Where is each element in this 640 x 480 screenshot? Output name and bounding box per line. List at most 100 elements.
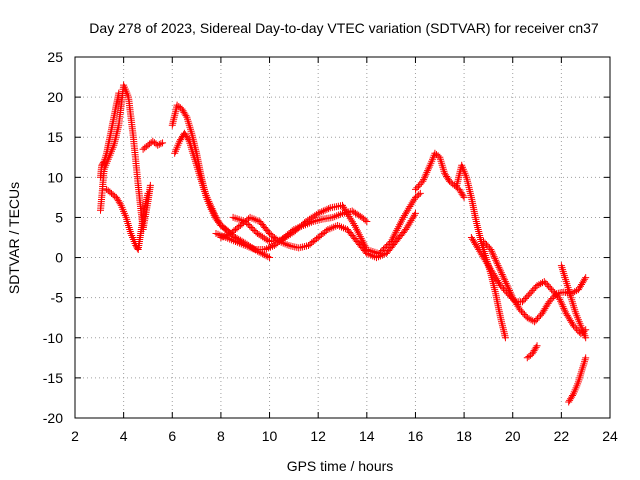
data-point — [532, 316, 540, 324]
data-point — [347, 216, 355, 224]
data-point — [540, 278, 548, 286]
data-point — [460, 193, 468, 201]
data-point — [402, 226, 410, 233]
data-point — [543, 281, 551, 289]
data-point — [459, 192, 467, 200]
data-point — [489, 249, 496, 257]
data-point — [404, 222, 412, 230]
data-point — [411, 209, 419, 217]
data-point — [157, 140, 165, 148]
data-point — [211, 212, 219, 220]
data-point — [363, 217, 371, 225]
data-point — [483, 241, 490, 249]
series-track-m — [480, 238, 590, 326]
data-point — [506, 287, 513, 294]
x-tick-label: 2 — [71, 428, 79, 444]
data-point — [314, 209, 322, 217]
data-point — [264, 253, 272, 261]
data-point — [407, 217, 415, 225]
data-point — [581, 275, 589, 283]
data-point — [530, 285, 538, 293]
data-point — [354, 229, 362, 237]
data-point — [499, 272, 507, 280]
y-tick-label: 15 — [47, 129, 63, 145]
data-point — [412, 185, 419, 193]
series-track-d — [139, 137, 167, 153]
data-point — [405, 204, 413, 212]
data-point — [182, 112, 190, 120]
series-track-j — [412, 149, 468, 201]
data-point — [548, 295, 556, 302]
data-point — [523, 314, 531, 322]
data-point — [520, 311, 528, 318]
x-tick-label: 10 — [262, 428, 278, 444]
data-point — [397, 217, 405, 225]
data-point — [348, 218, 356, 226]
data-point — [316, 209, 324, 217]
data-point — [343, 209, 351, 217]
data-point — [547, 296, 555, 304]
data-point — [582, 354, 590, 362]
x-tick-label: 8 — [217, 428, 225, 444]
series-track-b — [97, 81, 154, 233]
data-point — [266, 254, 274, 262]
data-point — [358, 236, 366, 244]
data-point — [342, 207, 350, 215]
data-point — [383, 242, 391, 250]
data-point — [480, 238, 487, 245]
data-point — [526, 290, 534, 298]
data-point — [489, 251, 497, 259]
data-point — [556, 295, 564, 303]
data-point — [518, 307, 525, 315]
data-point — [222, 225, 230, 233]
data-point — [484, 242, 492, 250]
data-point — [415, 191, 423, 199]
y-tick-label: 25 — [47, 49, 63, 65]
data-point — [497, 282, 505, 290]
y-tick-label: -5 — [51, 290, 64, 306]
data-point — [249, 225, 257, 233]
data-point — [493, 260, 501, 268]
x-tick-label: 16 — [408, 428, 424, 444]
data-point — [399, 213, 407, 221]
data-point — [381, 244, 389, 251]
data-point — [424, 165, 432, 173]
data-point — [492, 256, 500, 264]
data-point — [425, 163, 433, 171]
y-tick-label: -15 — [43, 370, 63, 386]
data-point — [241, 218, 249, 225]
data-point — [408, 215, 416, 223]
data-point — [422, 170, 430, 178]
data-point — [154, 141, 162, 149]
data-point — [325, 205, 333, 213]
data-point — [391, 230, 399, 238]
x-tick-label: 14 — [359, 428, 375, 444]
data-point — [497, 269, 505, 277]
data-point — [345, 212, 353, 220]
data-point — [206, 201, 214, 209]
data-point — [487, 246, 495, 253]
data-point — [403, 224, 411, 232]
data-point — [377, 248, 384, 256]
x-tick-label: 6 — [168, 428, 176, 444]
data-point — [116, 200, 124, 208]
data-point — [532, 343, 540, 351]
series-track-n — [523, 342, 541, 362]
series-track-p — [565, 354, 590, 406]
data-point — [387, 238, 395, 245]
data-point — [206, 199, 214, 207]
data-point — [498, 271, 506, 278]
data-point — [341, 205, 349, 213]
series-track-i — [229, 189, 424, 257]
data-point — [557, 299, 565, 307]
data-point — [529, 317, 537, 325]
grid — [75, 57, 610, 418]
data-point — [491, 254, 499, 262]
data-point — [535, 313, 543, 321]
y-tick-label: 0 — [55, 250, 63, 266]
data-point — [519, 309, 527, 317]
data-point — [155, 140, 163, 148]
data-point — [501, 334, 509, 342]
y-tick-label: 10 — [47, 169, 63, 185]
